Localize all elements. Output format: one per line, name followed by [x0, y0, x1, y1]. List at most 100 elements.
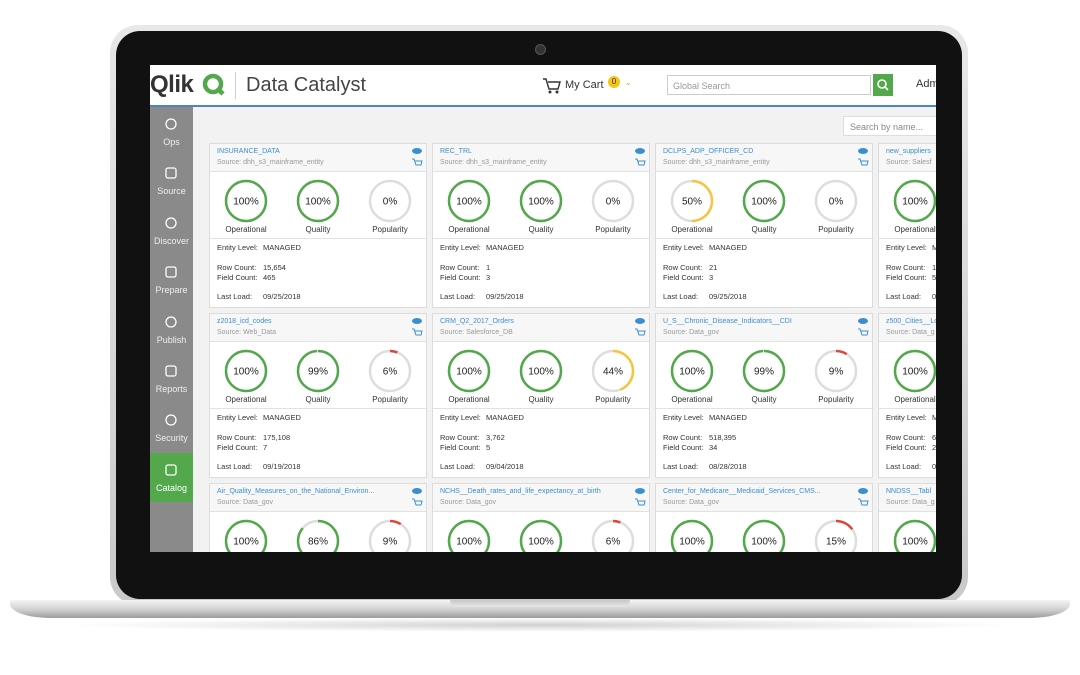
sidebar-item[interactable]: Reports [150, 354, 193, 403]
cart-label[interactable]: My Cart [565, 79, 604, 91]
dataset-card: Center_for_Medicare__Medicaid_Services_C… [655, 483, 873, 552]
preview-icon[interactable] [858, 318, 868, 324]
preview-icon[interactable] [858, 488, 868, 494]
dataset-title[interactable]: Center_for_Medicare__Medicaid_Services_C… [663, 488, 821, 495]
preview-icon[interactable] [635, 488, 645, 494]
dataset-source: Source: Salesf [886, 159, 932, 166]
add-to-cart-icon[interactable] [635, 498, 646, 506]
metric-value: 100% [751, 197, 777, 208]
detail-value: 3 [486, 273, 491, 282]
add-to-cart-icon[interactable] [412, 158, 423, 166]
metric-value: 100% [528, 367, 554, 378]
sidebar-label[interactable]: Source [157, 186, 186, 197]
dataset-title[interactable]: INSURANCE_DATA [217, 148, 280, 155]
dataset-title[interactable]: Air_Quality_Measures_on_the_National_Env… [217, 488, 375, 495]
ring-arc [447, 519, 491, 552]
preview-icon[interactable] [635, 148, 645, 154]
dataset-title[interactable]: REC_TRL [440, 148, 472, 155]
sidebar-item[interactable]: Catalog [150, 452, 193, 502]
icon-shape [165, 315, 177, 328]
card-divider [879, 408, 936, 409]
metric-value: 100% [902, 197, 928, 208]
detail-label: Field Count: [663, 443, 704, 452]
sidebar-label[interactable]: Ops [163, 137, 180, 147]
dataset-title[interactable]: new_suppliers [886, 148, 931, 155]
cart-caret[interactable]: ⌄ [625, 78, 632, 87]
metric-ring: 100% [519, 349, 563, 393]
global-search[interactable]: Global Search [667, 75, 871, 95]
metric-ring: 100% [447, 519, 491, 552]
add-to-cart-icon[interactable] [635, 328, 646, 336]
preview-icon[interactable] [412, 318, 422, 324]
ring-arc [519, 179, 563, 223]
sidebar-label[interactable]: Publish [156, 334, 187, 345]
sidebar-icon [165, 118, 177, 130]
catalog-search[interactable]: Search by name... [843, 116, 936, 136]
dataset-title[interactable]: CRM_Q2_2017_Orders [440, 318, 514, 325]
metric-value: 100% [528, 537, 554, 548]
sidebar-label[interactable]: Reports [155, 384, 188, 394]
ring-arc [296, 179, 340, 223]
logo[interactable]: Qlik [150, 71, 194, 98]
ring-arc [814, 519, 858, 552]
sidebar-item[interactable]: Source [150, 156, 193, 205]
detail-value: MANAGED [486, 243, 524, 252]
card-header: REC_TRL Source: dhh_s3_mainframe_entity [433, 144, 649, 172]
dataset-title[interactable]: NNDSS__Tabl [886, 488, 932, 495]
metric-value: 100% [233, 197, 259, 208]
card-actions [635, 488, 646, 506]
dataset-source: Source: dhh_s3_mainframe_entity [440, 159, 547, 166]
add-to-cart-icon[interactable] [412, 498, 423, 506]
detail-label: Last Load: [663, 292, 699, 301]
add-to-cart-icon[interactable] [412, 328, 423, 336]
card-header: CRM_Q2_2017_Orders Source: Salesforce_DB [433, 314, 649, 342]
sidebar-item[interactable]: Prepare [150, 255, 193, 304]
sidebar-label[interactable]: Prepare [155, 285, 188, 296]
sidebar-label[interactable]: Security [155, 433, 188, 444]
detail-value: 09/25/2018 [263, 292, 301, 301]
sidebar-label[interactable]: Discover [153, 235, 189, 246]
sidebar-item[interactable]: Discover [150, 206, 193, 255]
dataset-title[interactable]: NCHS__Death_rates_and_life_expectancy_at… [440, 488, 601, 495]
add-to-cart-icon[interactable] [858, 328, 869, 336]
dataset-card: DCLPS_ADP_OFFICER_CD Source: dhh_s3_mainf… [655, 143, 873, 308]
sidebar-item[interactable]: Publish [150, 305, 193, 354]
ring-arc [742, 179, 786, 223]
sidebar-item[interactable]: Ops [150, 107, 193, 156]
dataset-card: U_S__Chronic_Disease_Indicators__CDI Sour… [655, 313, 873, 478]
search-button[interactable] [873, 74, 893, 96]
card-divider [879, 238, 936, 239]
preview-icon[interactable] [858, 148, 868, 154]
dataset-title[interactable]: z500_Cities__Lo [886, 318, 936, 325]
preview-icon[interactable] [412, 488, 422, 494]
preview-icon[interactable] [635, 318, 645, 324]
dataset-title[interactable]: U_S__Chronic_Disease_Indicators__CDI [663, 318, 792, 325]
add-to-cart-icon[interactable] [858, 498, 869, 506]
metric-ring: 100% [224, 179, 268, 223]
detail-value: 0 [932, 292, 936, 301]
detail-value: 34 [709, 443, 718, 452]
add-to-cart-icon[interactable] [858, 158, 869, 166]
add-to-cart-icon[interactable] [635, 158, 646, 166]
cart-icon[interactable] [542, 77, 562, 95]
detail-value: 3,762 [486, 433, 505, 442]
preview-icon[interactable] [412, 148, 422, 154]
dataset-title[interactable]: z2018_icd_codes [217, 318, 272, 325]
dataset-title[interactable]: DCLPS_ADP_OFFICER_CD [663, 148, 754, 155]
metric-value: 6% [383, 367, 398, 378]
metric-name: Popularity [372, 225, 408, 234]
icon-shape [165, 414, 177, 427]
sidebar-label[interactable]: Catalog [155, 482, 188, 493]
ring-arc [296, 349, 340, 393]
metric-value: 6% [606, 537, 621, 548]
header: Qlik Data Catalyst My Cart 0 ⌄ Global Se… [150, 65, 936, 107]
user-menu[interactable]: Adm [916, 78, 936, 90]
card-header: z2018_icd_codes Source: Web_Data [210, 314, 426, 342]
detail-label: Entity Level: [886, 243, 927, 252]
dataset-card: INSURANCE_DATA Source: dhh_s3_mainframe_e… [209, 143, 427, 308]
sidebar-item[interactable]: Security [150, 403, 193, 452]
detail-label: Field Count: [440, 443, 481, 452]
ring-arc [591, 349, 635, 393]
metric-name: Popularity [818, 395, 854, 404]
